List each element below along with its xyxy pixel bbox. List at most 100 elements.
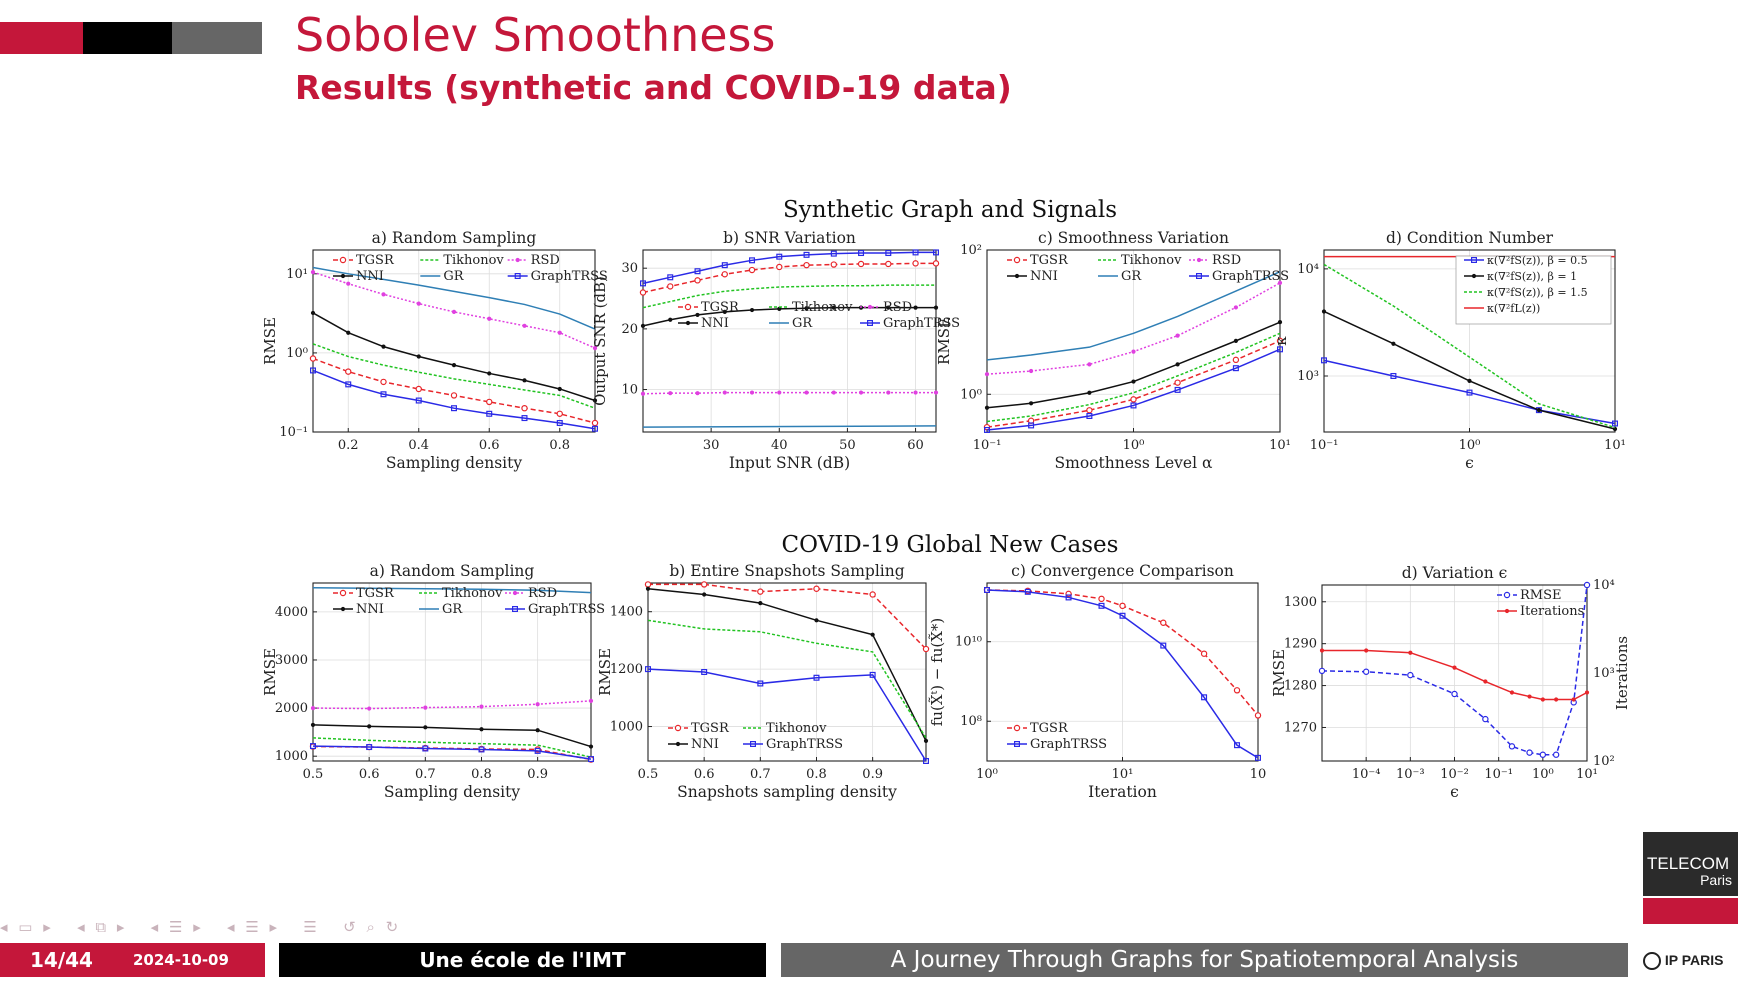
s_b-series-rsd-point	[695, 391, 700, 396]
c_a-series-graphtrss-point	[587, 756, 594, 763]
s_c-legend-label: GR	[1121, 269, 1142, 284]
c_a-series-nni-point	[588, 744, 594, 749]
c_a-series-rsd-point	[535, 702, 540, 707]
c_d-series-rmse-point	[1583, 581, 1591, 589]
s_a-legend-label: Tikhonov	[443, 253, 504, 268]
s_a-series-graphtrss-point	[310, 367, 317, 374]
s_a-series-nni-point	[381, 344, 386, 349]
s_c-series-graphtrss-point	[1086, 412, 1093, 419]
c_d-xtick-label: 10⁰	[1532, 767, 1554, 782]
s_a-series-graphtrss-point	[345, 381, 352, 388]
s_d-series--fs-z-1-point	[1391, 341, 1396, 346]
s_c-series-rsd-point	[1175, 333, 1180, 338]
s_c-ylabel: RMSE	[935, 317, 953, 365]
c_d-legend-marker	[1503, 591, 1511, 599]
c_a-series-nni-line	[312, 724, 592, 748]
s_a-series-nni-point	[557, 386, 562, 392]
s_a-series-graphtrss-point	[521, 415, 528, 422]
s_a-series-tgsr-point	[591, 419, 599, 427]
s_a-series-graphtrss-point	[380, 391, 387, 398]
s_a-series-rsd-point	[557, 330, 562, 335]
c_b-series-graphtrss-point	[701, 668, 708, 675]
s_a-series-nni-point	[346, 330, 351, 335]
s_b-series-rsd-point	[858, 390, 864, 395]
s_b-series-nni-point	[886, 305, 891, 310]
s_b-plot-frame	[642, 249, 937, 433]
s_c-series-nni-point	[1087, 390, 1092, 395]
s_c-xlabel: Smoothness Level α	[1055, 454, 1213, 472]
s_a-legend-label: GraphTRSS	[531, 269, 608, 284]
c_c-series-tgsr-point	[1098, 595, 1105, 603]
c_b-series-nni-point	[702, 592, 707, 597]
s_b-series-tgsr-point	[694, 277, 701, 284]
c_b-series-nni-line	[647, 587, 927, 742]
c_d-series-iterations-point	[1584, 690, 1590, 695]
s_c-series-nni-point	[1233, 338, 1238, 343]
c_a-series-nni-point	[367, 724, 372, 729]
s_b-series-rsd-point	[722, 390, 727, 395]
c_b-series-graphtrss-point	[869, 671, 876, 678]
s_a-series-tikhonov-line	[312, 343, 596, 409]
s_a-xtick-label: 0.6	[479, 438, 500, 453]
c_a-series-rsd-line	[312, 700, 592, 710]
c_a-xtick-label: 0.7	[415, 767, 436, 782]
c_b-series-nni-point	[814, 618, 819, 623]
s_d-series--fs-z-0-5-point	[1390, 372, 1397, 379]
s_a-series-tgsr-point	[486, 398, 493, 406]
s_b-series-tgsr-point	[932, 260, 940, 267]
s_a-legend-marker	[514, 273, 521, 280]
c_a-ytick-label: 3000	[275, 653, 308, 668]
s_d-ytick-label: 10⁴	[1297, 262, 1319, 277]
s_b-xtick-label: 50	[839, 438, 856, 453]
c_b-series-tikhonov-line	[647, 619, 927, 739]
s_b-series-tgsr-point	[721, 271, 728, 278]
s_a-series-tgsr-point	[309, 355, 317, 362]
s_a-series-rsd-point	[522, 323, 527, 328]
s_b-legend-marker	[867, 304, 873, 310]
c_c-xtick-label: 10⁰	[976, 767, 998, 782]
s_c-series-tgsr-point	[1276, 337, 1284, 345]
c_b-legend-label: NNI	[691, 737, 719, 752]
s_d-series--fs-z-0-5-line	[1323, 359, 1616, 425]
c_d-series-iterations-point	[1319, 648, 1325, 653]
s_c-series-rsd-point	[984, 372, 990, 377]
s_c-xtick-label: 10¹	[1269, 438, 1291, 453]
footer-school-label: Une école de l'IMT	[419, 948, 626, 972]
c_c-series-tgsr-point	[1160, 619, 1167, 626]
c_d-ytick-right-label: 10⁴	[1593, 578, 1615, 593]
s_d-plot-frame	[1323, 249, 1616, 433]
c_c-legend-marker	[1013, 724, 1021, 732]
s_b-series-graphtrss-point	[694, 268, 701, 275]
s_d-ytick-label: 10³	[1297, 369, 1319, 384]
c_a-series-rsd-point	[479, 704, 484, 709]
c_d-series-rmse-point	[1552, 751, 1560, 758]
c_d-legend-label: RMSE	[1520, 588, 1562, 603]
c_d-legend-label: Iterations	[1520, 604, 1584, 619]
c_a-legend-label: Tikhonov	[442, 586, 503, 601]
s_a-series-rsd-line	[312, 271, 596, 349]
footer-page-date: 14/44 2024-10-09	[0, 943, 265, 977]
footer-page-number: 14/44	[30, 948, 93, 972]
s_a-series-nni-point	[416, 354, 421, 359]
c_b-series-tgsr-line	[648, 583, 927, 650]
c_a-series-nni-point	[423, 725, 428, 730]
c_c-ytick-label: 10⁸	[960, 714, 982, 729]
s_a-series-graphtrss-point	[556, 419, 563, 426]
s_b-legend-marker	[684, 303, 692, 311]
c_a-series-graphtrss-point	[366, 744, 373, 751]
c_a-legend-label: TGSR	[356, 586, 395, 601]
c_a-series-nni-point	[310, 722, 316, 728]
s_c-legend-marker	[1195, 273, 1202, 280]
s_b-series-nni-point	[831, 305, 836, 310]
header-bar-grey	[172, 22, 262, 54]
s_a-legend-label: RSD	[531, 253, 560, 268]
s_b-series-graphtrss-point	[932, 249, 939, 256]
c_b-series-nni-point	[923, 738, 929, 744]
s_c-series-rsd-point	[1233, 305, 1238, 310]
s_b-ylabel: Output SNR (dB)	[591, 276, 609, 406]
s_a-series-graphtrss-point	[451, 405, 458, 412]
c_b-ytick-label: 1000	[610, 720, 643, 735]
c_d-series-iterations-point	[1554, 697, 1559, 702]
c_a-series-rsd-point	[423, 705, 428, 710]
beamer-navigation-icons[interactable]: ◂ ▭ ▸ ◂ ⧉ ▸ ◂ ☰ ▸ ◂ ☰ ▸ ☰ ↺ ⌕ ↻	[0, 918, 402, 936]
